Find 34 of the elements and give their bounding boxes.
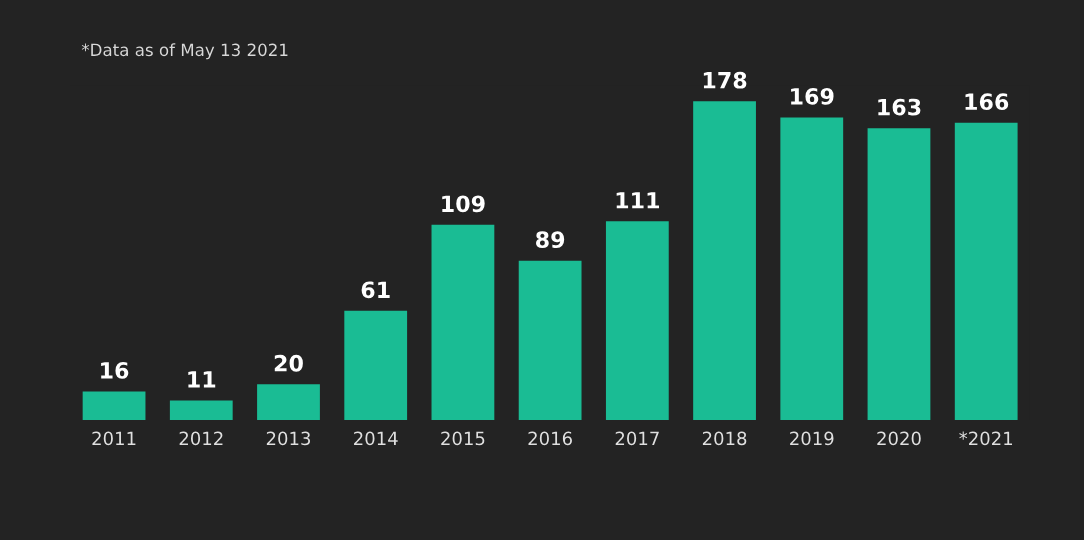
x-tick-label: *2021	[959, 431, 1013, 446]
bar	[82, 391, 146, 421]
data-label: 166	[965, 93, 1009, 111]
x-tick-label: 2011	[92, 431, 136, 446]
bar	[257, 384, 320, 421]
bar	[954, 122, 1018, 421]
bar	[431, 224, 495, 421]
bar	[867, 128, 931, 421]
x-tick-label: 2018	[702, 431, 747, 446]
x-tick-label: 2015	[441, 431, 485, 446]
x-tick-label: 2019	[790, 431, 834, 446]
x-tick-label: 2012	[179, 431, 223, 446]
x-tick-label: 2017	[615, 431, 659, 446]
bar	[693, 101, 756, 421]
bar	[518, 260, 582, 421]
data-label: 61	[361, 281, 390, 299]
data-label: 11	[188, 371, 216, 388]
bar	[344, 310, 408, 421]
text: *Data as of May 13 2021	[81, 43, 288, 60]
x-tick-label: 2013	[266, 431, 311, 446]
x-tick-label: 2014	[354, 431, 398, 446]
bar	[605, 221, 669, 421]
data-label: 89	[536, 231, 565, 249]
bar	[780, 117, 844, 421]
x-tick-label: 2016	[528, 431, 572, 446]
data-label: 111	[616, 192, 660, 209]
data-label: 109	[442, 195, 485, 213]
data-label: 16	[101, 362, 129, 379]
bar	[169, 400, 233, 421]
data-label: 178	[703, 71, 747, 89]
x-tick-label: 2020	[877, 431, 921, 446]
data-label: 20	[274, 354, 303, 372]
data-label: 169	[791, 87, 834, 105]
data-label: 163	[878, 98, 921, 116]
